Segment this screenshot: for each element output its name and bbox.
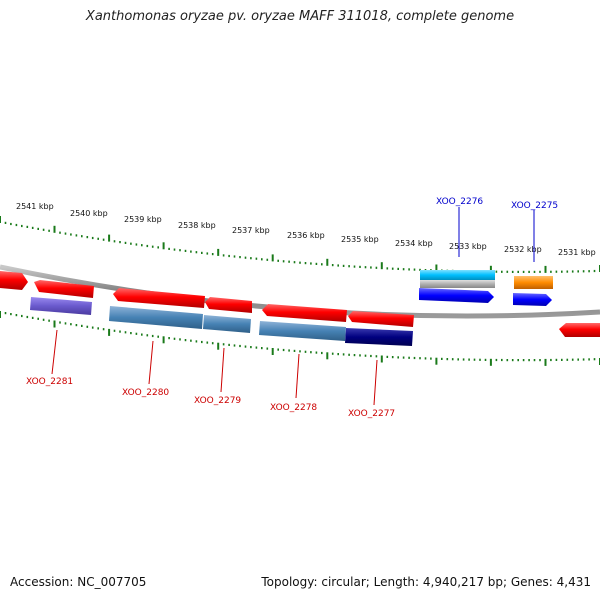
tick-label: 2539 kbp [124,215,162,224]
gene-labels: XOO_2276 XOO_2275 XOO_2281 XOO_2280 XOO_… [26,197,558,419]
accession-label: Accession: NC_007705 [10,575,147,589]
gene-block[interactable] [514,276,553,289]
gene-arrow[interactable] [203,315,251,333]
tick-label: 2534 kbp [395,239,433,248]
tick-label: 2535 kbp [341,235,379,244]
gene-block[interactable] [420,280,495,288]
tick-label: 2533 kbp [449,242,487,251]
gene-label-reverse[interactable]: XOO_2280 [122,388,169,398]
topology-label: Topology: circular; Length: 4,940,217 bp… [261,575,591,589]
gene-arrow[interactable] [113,288,205,308]
gene-arrow[interactable] [345,328,413,346]
gene-label-forward[interactable]: XOO_2275 [511,201,558,211]
tick-label: 2532 kbp [504,245,542,254]
gene-label-forward[interactable]: XOO_2276 [436,197,483,207]
gene-label-reverse[interactable]: XOO_2281 [26,377,73,387]
gene-arrow[interactable] [34,280,94,298]
gene-arrow[interactable] [348,311,414,327]
tick-label: 2537 kbp [232,226,270,235]
gene-arrow[interactable] [30,297,92,315]
gene-leader-lines [51,207,535,406]
gene-arrow[interactable] [559,323,600,337]
tick-label: 2541 kbp [16,202,54,211]
gene-label-reverse[interactable]: XOO_2279 [194,396,241,406]
gene-label-reverse[interactable]: XOO_2278 [270,403,317,413]
tick-label: 2536 kbp [287,231,325,240]
tick-label: 2540 kbp [70,209,108,218]
genome-title: Xanthomonas oryzae pv. oryzae MAFF 31101… [85,9,515,24]
gene-arrow[interactable] [0,271,28,290]
forward-strand-genes [0,270,553,327]
kbp-tick-labels: 2541 kbp 2540 kbp 2539 kbp 2538 kbp 2537… [16,202,596,257]
gene-arrow[interactable] [109,306,203,329]
gene-block[interactable] [420,270,495,280]
tick-label: 2538 kbp [178,221,216,230]
inner-tick-track [0,311,600,366]
gene-arrow[interactable] [419,288,494,303]
gene-arrow[interactable] [513,293,552,306]
tick-label: 2531 kbp [558,248,596,257]
gene-arrow[interactable] [205,297,252,313]
reverse-strand-genes [30,297,600,346]
gene-label-reverse[interactable]: XOO_2277 [348,409,395,419]
gene-arrow[interactable] [262,304,347,322]
gene-arrow[interactable] [259,321,346,341]
